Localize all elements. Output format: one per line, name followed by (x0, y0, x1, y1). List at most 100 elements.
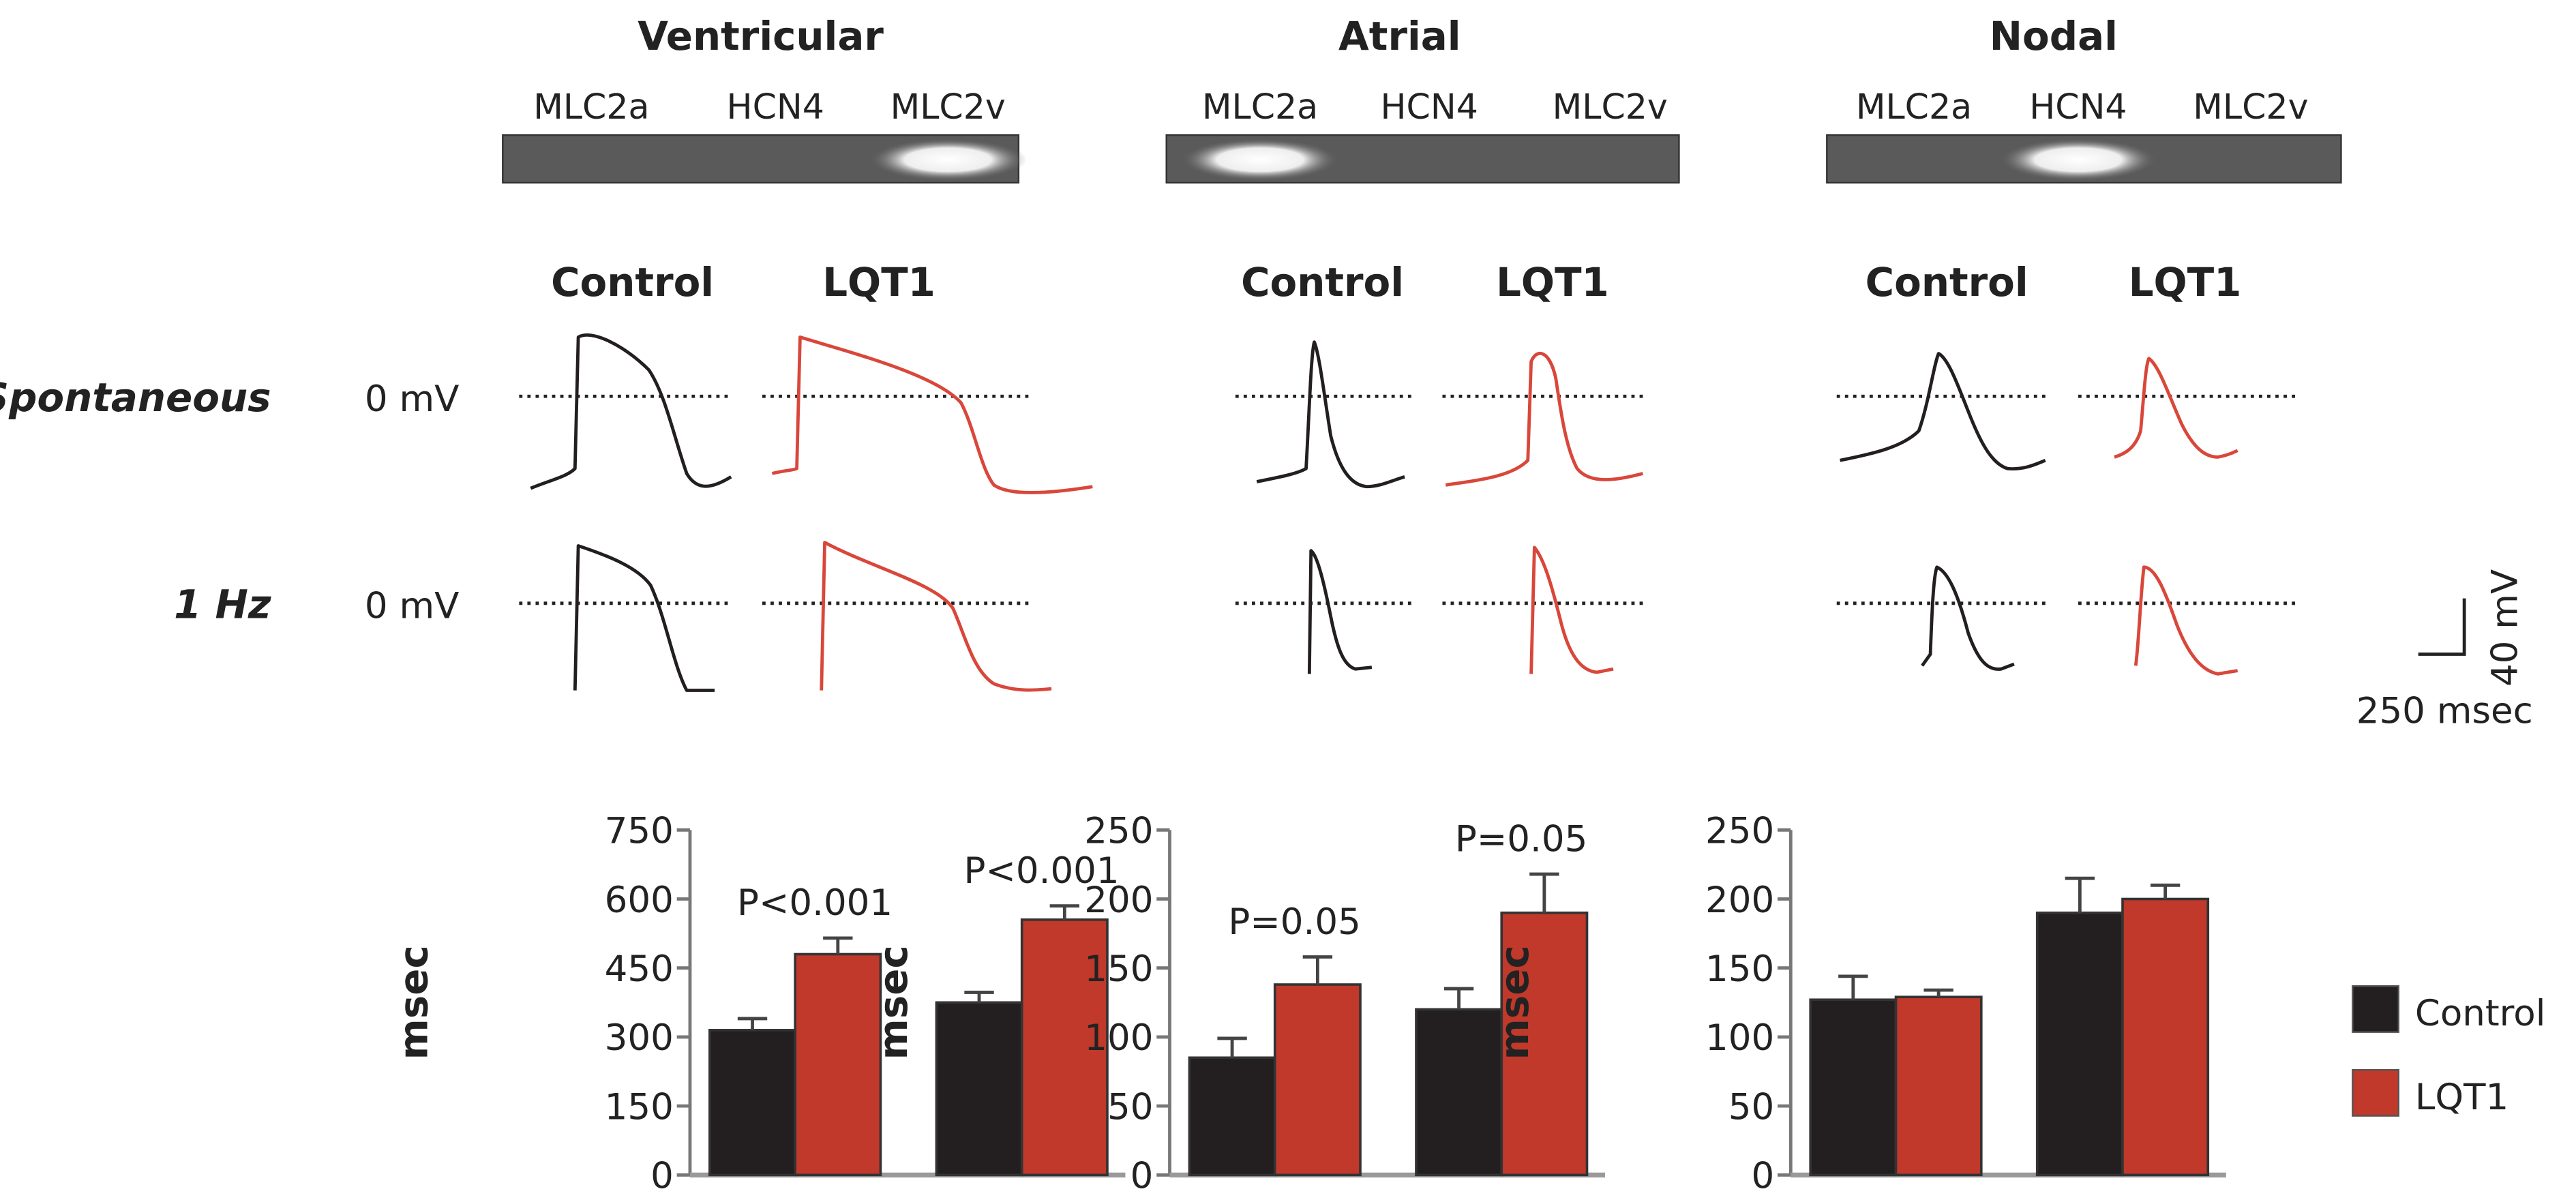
condition-label: LQT1 (822, 259, 935, 305)
legend-swatch-control (2352, 985, 2399, 1033)
error-bar (1529, 872, 1559, 913)
bar-chart-nodal: 050100150200250msecAPD50APD90 (1491, 811, 2226, 1197)
bar-control-apd90 (1415, 1008, 1503, 1177)
condition-label: Control (1241, 259, 1404, 305)
error-bar (964, 991, 994, 1003)
bar-lqt1-apd50 (1894, 995, 1983, 1177)
gel-lane-label: MLC2v (2193, 87, 2308, 127)
gel-lane-label: HCN4 (727, 87, 824, 127)
bar-control-apd90 (935, 1001, 1023, 1177)
gel-band (1181, 138, 1339, 181)
condition-label: LQT1 (1496, 259, 1609, 305)
bar-chart-atrial: 050100150200250msecAPD50P=0.05APD90P=0.0… (870, 811, 1606, 1197)
gel-lane-label: MLC2a (1856, 87, 1972, 127)
legend-label-lqt1: LQT1 (2415, 1077, 2508, 1118)
p-value-annotation: P<0.001 (964, 850, 1120, 892)
trace-ventricular-control-1hz (573, 544, 715, 692)
condition-label: LQT1 (2129, 259, 2242, 305)
trace-atrial-lqt1-spontaneous (1445, 351, 1644, 487)
y-tick-label: 100 (1084, 1017, 1153, 1059)
error-bar (1217, 1036, 1247, 1058)
bar-lqt1-apd50 (794, 952, 882, 1177)
bar-lqt1-apd50 (1273, 983, 1362, 1177)
gel-lane-label: MLC2a (533, 87, 649, 127)
bar-lqt1-apd90 (2121, 897, 2210, 1177)
y-axis-label: msec (870, 945, 916, 1060)
legend-swatch-lqt1 (2352, 1068, 2399, 1117)
panel-title: Ventricular (638, 13, 884, 59)
gel-lane-label: HCN4 (1381, 87, 1478, 127)
trace-nodal-lqt1-1hz (2133, 565, 2238, 676)
error-bar (823, 936, 853, 955)
gel-lane-label: MLC2v (1553, 87, 1668, 127)
bar-control-apd50 (1188, 1056, 1276, 1177)
y-axis-label: msec (390, 945, 436, 1060)
bar-charts: 0150300450600750msecAPD50P<0.001APD90P<0… (390, 811, 2226, 1197)
error-bar (1443, 987, 1474, 1010)
error-bar (1302, 955, 1333, 985)
y-tick-label: 150 (1084, 948, 1153, 990)
y-tick-label: 50 (1107, 1086, 1153, 1128)
panel-ventricular: Ventricular MLC2a HCN4 MLC2v Control LQT1 (502, 13, 1027, 305)
y-tick-label: 200 (1705, 880, 1774, 921)
gel-lane-label: HCN4 (2029, 87, 2127, 127)
p-value-annotation: P=0.05 (1228, 901, 1360, 943)
scale-bar-lines (2418, 598, 2466, 656)
error-bar (1838, 974, 1868, 1000)
row-label-spontaneous: Spontaneous (0, 374, 271, 421)
row-label-1hz: 1 Hz (174, 582, 271, 628)
condition-label: Control (1866, 259, 2028, 305)
trace-ventricular-lqt1-spontaneous (771, 335, 1093, 494)
y-tick-label: 600 (605, 880, 674, 921)
trace-atrial-control-1hz (1307, 549, 1373, 674)
gel-lane-label: MLC2v (890, 87, 1006, 127)
y-tick-label: 150 (1705, 948, 1774, 990)
bar-control-apd90 (2035, 911, 2124, 1177)
gel-lane-label: MLC2a (1202, 87, 1318, 127)
y-tick-label: 0 (650, 1156, 674, 1197)
y-tick-label: 250 (1084, 811, 1153, 852)
panel-atrial: Atrial MLC2a HCN4 MLC2v Control LQT1 (1165, 13, 1680, 305)
condition-label: Control (551, 259, 714, 305)
row-labels: Spontaneous 0 mV 1 Hz 0 mV (0, 374, 459, 628)
error-bar (2065, 876, 2095, 913)
scale-bar: 40 mV 250 msec (2356, 569, 2533, 732)
trace-nodal-control-spontaneous (1840, 352, 2046, 471)
trace-nodal-control-1hz (1921, 565, 2015, 671)
zero-lines (519, 394, 2297, 605)
panel-title: Atrial (1338, 13, 1461, 59)
bar-control-apd50 (708, 1028, 796, 1177)
zero-label-1hz: 0 mV (365, 586, 459, 627)
error-bar (2150, 883, 2181, 899)
y-tick-label: 0 (1130, 1156, 1154, 1197)
gel-band (869, 138, 1027, 181)
y-tick-label: 50 (1728, 1086, 1774, 1128)
trace-nodal-lqt1-spontaneous (2114, 357, 2238, 459)
scale-bar-voltage: 40 mV (2484, 569, 2526, 687)
bar-control-apd50 (1809, 998, 1898, 1177)
scale-bar-time: 250 msec (2356, 691, 2533, 732)
y-tick-label: 100 (1705, 1017, 1774, 1059)
y-tick-label: 450 (605, 948, 674, 990)
y-tick-label: 250 (1705, 811, 1774, 852)
zero-label-spontaneous: 0 mV (365, 378, 459, 420)
panel-title: Nodal (1990, 13, 2118, 59)
y-tick-label: 750 (605, 811, 674, 852)
trace-atrial-control-spontaneous (1256, 340, 1405, 489)
gel-band (1999, 138, 2157, 181)
trace-ventricular-lqt1-1hz (820, 541, 1052, 692)
y-tick-label: 200 (1084, 880, 1153, 921)
p-value-annotation: P=0.05 (1455, 818, 1587, 860)
legend-label-control: Control (2415, 993, 2546, 1034)
y-tick-label: 300 (605, 1017, 674, 1059)
y-tick-label: 0 (1751, 1156, 1774, 1197)
error-bar (737, 1017, 768, 1030)
y-axis-label: msec (1491, 945, 1538, 1060)
error-bar (1049, 904, 1080, 920)
panel-nodal: Nodal MLC2a HCN4 MLC2v Control LQT1 (1826, 13, 2342, 305)
p-value-annotation: P<0.001 (737, 882, 893, 924)
error-bar (1923, 988, 1953, 997)
action-potential-traces (530, 333, 2238, 692)
